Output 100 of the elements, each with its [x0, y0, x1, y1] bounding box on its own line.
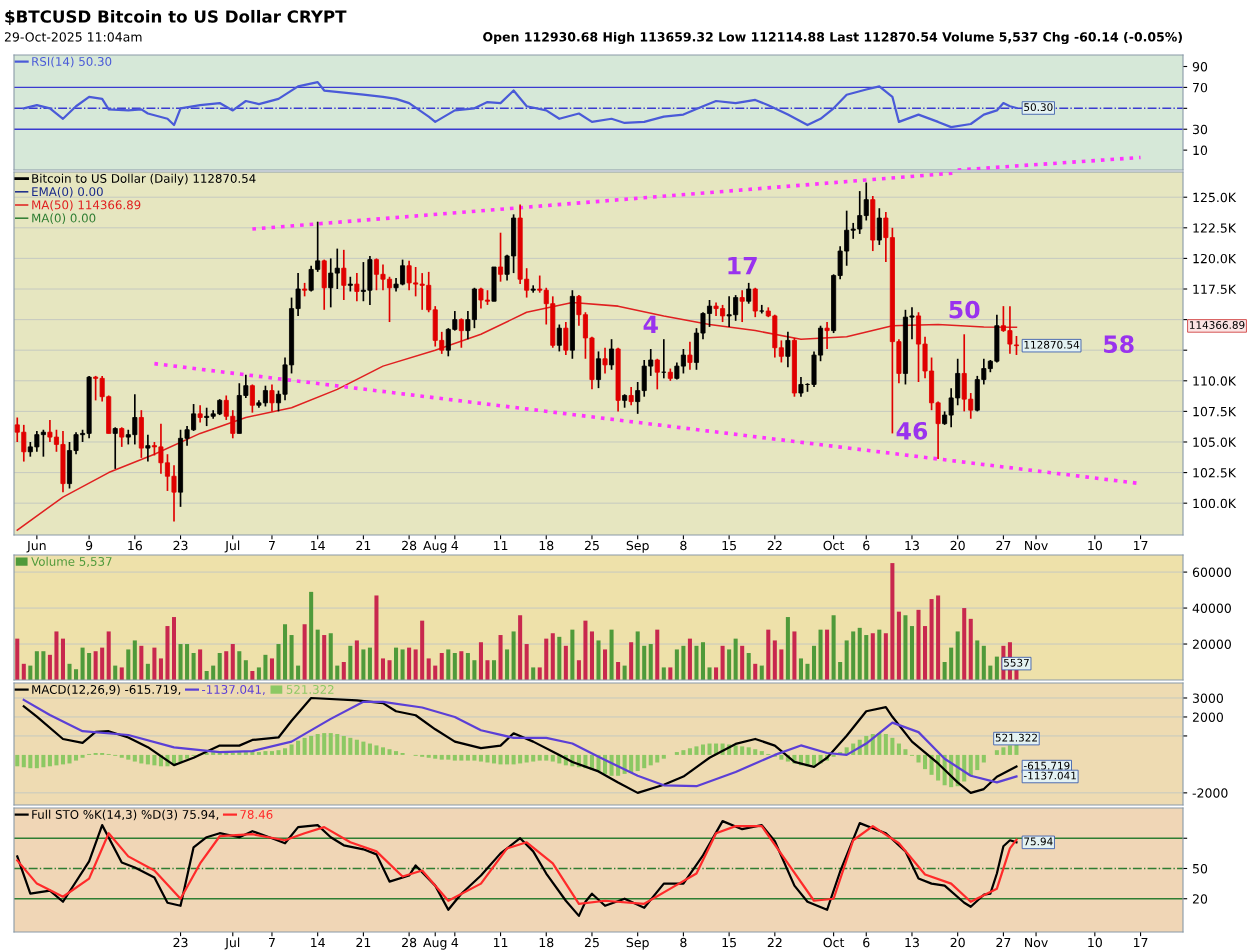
bar [374, 595, 379, 680]
annotation: 17 [728, 256, 757, 275]
bar [942, 662, 947, 680]
bar [524, 754, 529, 763]
x-tick-label: Aug [423, 937, 447, 950]
bar [341, 662, 346, 680]
bar [380, 658, 386, 680]
x-tick-label: 17 [1133, 540, 1148, 551]
bar [968, 618, 973, 680]
bar [491, 754, 497, 764]
bar [269, 751, 274, 755]
bar [113, 665, 118, 680]
bar [537, 667, 542, 680]
bar [283, 624, 288, 680]
bar [439, 653, 444, 680]
bar [583, 620, 588, 680]
bar [354, 640, 359, 680]
x-tick-label: 6 [863, 937, 870, 948]
bar [648, 754, 653, 766]
x-tick-label: 9 [85, 540, 93, 551]
x-tick-label: Sep [626, 540, 649, 553]
bar [727, 649, 732, 680]
candlestick [537, 274, 543, 294]
bar [452, 653, 457, 680]
bar [367, 647, 372, 680]
y-tick-label: 60000 [1192, 567, 1231, 578]
bar [674, 752, 679, 755]
x-tick-label: Nov [1025, 540, 1048, 551]
bar [505, 754, 510, 765]
bar [485, 660, 490, 680]
bar [844, 640, 849, 680]
bar [740, 645, 745, 680]
bar [883, 633, 888, 680]
bar [766, 629, 771, 680]
x-tick-label: 22 [767, 540, 782, 551]
bar [707, 667, 712, 680]
x-tick-label: 17 [1133, 937, 1148, 948]
data-label: 521.322 [995, 733, 1037, 742]
candlestick [824, 321, 830, 350]
line-series [22, 81, 1018, 129]
bar [753, 663, 758, 680]
candlestick [609, 338, 615, 371]
text: 112870.54 [1024, 340, 1080, 349]
line-series [16, 825, 1018, 905]
text: 114366.89 [1189, 321, 1245, 329]
bar [851, 631, 856, 680]
legend-label: EMA(0) 0.00 [32, 186, 103, 198]
data-label: -1137.041 [1023, 771, 1076, 780]
bar [439, 754, 444, 760]
bar [1014, 745, 1019, 755]
bar [668, 667, 673, 680]
y-tick-label: 120.0K [1193, 253, 1237, 264]
bar [21, 663, 26, 680]
bar [759, 665, 764, 680]
bar [518, 615, 523, 680]
candlestick [563, 321, 569, 356]
x-tick-label: 10 [1088, 937, 1102, 948]
bar [41, 651, 46, 680]
bar [975, 754, 980, 771]
bar [100, 647, 105, 680]
y-tick-label: 20 [1192, 894, 1208, 904]
bar [890, 563, 895, 680]
candlestick [556, 323, 562, 353]
bar [472, 754, 477, 761]
bar [446, 649, 451, 680]
bar [41, 754, 46, 768]
bar [511, 631, 516, 680]
data-label: -615.719 [1023, 761, 1070, 770]
bar [433, 665, 438, 680]
bar [916, 754, 921, 763]
x-tick-label: 28 [402, 937, 417, 948]
bar [230, 644, 235, 680]
bar [328, 733, 333, 755]
bar [811, 645, 817, 680]
bar [825, 629, 830, 680]
bar [367, 743, 372, 755]
bar [498, 635, 503, 680]
bar [511, 754, 516, 765]
chart-subtitle: 29-Oct-2025 11:04am [4, 32, 142, 42]
bar [949, 647, 954, 680]
bar [785, 617, 790, 680]
bar [158, 658, 163, 680]
x-tick-label: 15 [722, 937, 736, 948]
bar [629, 642, 634, 680]
x-tick-label: Jun [26, 540, 46, 553]
y-tick-label: -2000 [1192, 788, 1228, 798]
bar [28, 665, 33, 680]
x-tick-label: 13 [905, 540, 919, 551]
bar [47, 754, 52, 767]
legend-label: Volume 5,537 [31, 556, 112, 568]
x-tick-label: 20 [950, 937, 965, 948]
bar [80, 647, 85, 680]
bar [805, 663, 810, 680]
x-tick-label: 28 [402, 540, 417, 551]
candlestick [687, 340, 693, 371]
bar [459, 651, 464, 680]
candlestick [328, 257, 334, 309]
bar [681, 750, 686, 755]
bar [145, 663, 150, 680]
bar [877, 629, 882, 680]
